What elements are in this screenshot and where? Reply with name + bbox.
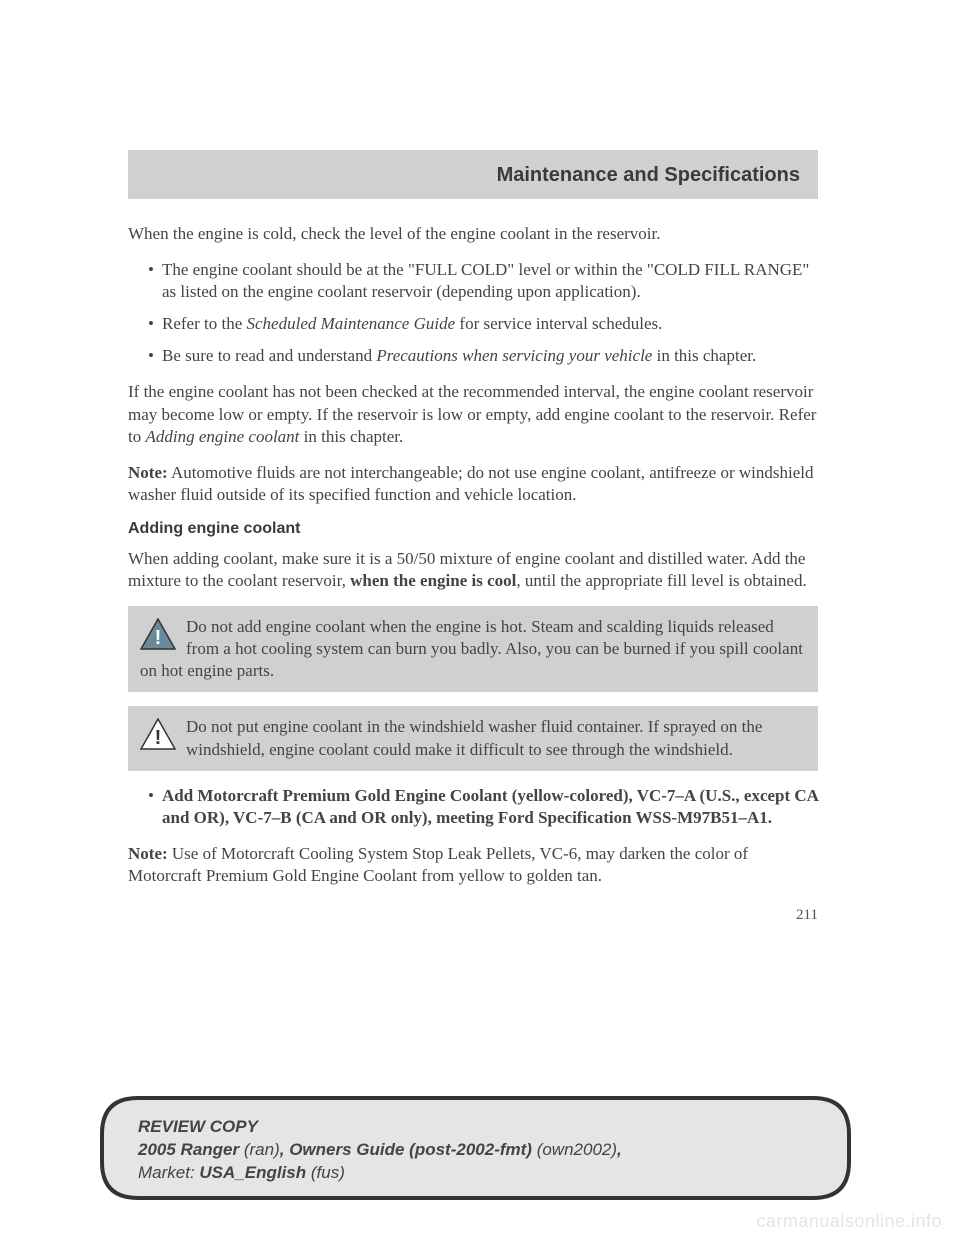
- svg-text:!: !: [155, 627, 162, 649]
- footer-text: REVIEW COPY 2005 Ranger (ran), Owners Gu…: [138, 1116, 622, 1185]
- section-header: Maintenance and Specifications: [128, 150, 818, 199]
- bullet-text: in this chapter.: [652, 346, 756, 365]
- footer-market: USA_English: [199, 1163, 310, 1182]
- para-text: , until the appropriate fill level is ob…: [516, 571, 806, 590]
- list-item: The engine coolant should be at the "FUL…: [148, 259, 818, 303]
- warning-text: Do not put engine coolant in the windshi…: [186, 717, 762, 758]
- svg-text:!: !: [155, 727, 162, 749]
- bullet-bold: Add Motorcraft Premium Gold Engine Coola…: [162, 786, 818, 827]
- footer-guide: Owners Guide (post-2002-fmt): [289, 1140, 536, 1159]
- para-bold: when the engine is cool: [350, 571, 516, 590]
- body-paragraph: When adding coolant, make sure it is a 5…: [128, 548, 818, 592]
- footer-sep: ,: [617, 1140, 622, 1159]
- warning-box: ! Do not add engine coolant when the eng…: [128, 606, 818, 692]
- note-text: Use of Motorcraft Cooling System Stop Le…: [128, 844, 748, 885]
- bullet-italic: Precautions when servicing your vehicle: [376, 346, 652, 365]
- para-text: in this chapter.: [299, 427, 403, 446]
- section-title: Maintenance and Specifications: [497, 164, 800, 186]
- footer-vehicle: 2005 Ranger: [138, 1140, 244, 1159]
- bullet-text: The engine coolant should be at the "FUL…: [162, 260, 809, 301]
- note-label: Note:: [128, 844, 168, 863]
- bullet-list-2: Add Motorcraft Premium Gold Engine Coola…: [128, 785, 818, 829]
- footer-box: REVIEW COPY 2005 Ranger (ran), Owners Gu…: [98, 1094, 853, 1202]
- bullet-italic: Scheduled Maintenance Guide: [247, 314, 456, 333]
- list-item: Be sure to read and understand Precautio…: [148, 345, 818, 367]
- body-paragraph: If the engine coolant has not been check…: [128, 381, 818, 447]
- page-content: Maintenance and Specifications When the …: [128, 150, 818, 924]
- bullet-text: Be sure to read and understand: [162, 346, 376, 365]
- bullet-text: Refer to the: [162, 314, 247, 333]
- footer-code: (own2002): [537, 1140, 617, 1159]
- bullet-list-1: The engine coolant should be at the "FUL…: [128, 259, 818, 367]
- footer-line1: REVIEW COPY: [138, 1117, 258, 1136]
- para-italic: Adding engine coolant: [145, 427, 299, 446]
- warning-box: ! Do not put engine coolant in the winds…: [128, 706, 818, 770]
- footer-sep: ,: [280, 1140, 289, 1159]
- footer-code: (fus): [311, 1163, 345, 1182]
- note-paragraph: Note: Use of Motorcraft Cooling System S…: [128, 843, 818, 887]
- note-label: Note:: [128, 463, 168, 482]
- bullet-text: for service interval schedules.: [455, 314, 662, 333]
- watermark: carmanualsonline.info: [756, 1211, 942, 1232]
- subheading: Adding engine coolant: [128, 520, 818, 538]
- page-number: 211: [128, 907, 818, 924]
- warning-text: Do not add engine coolant when the engin…: [140, 617, 803, 680]
- list-item: Add Motorcraft Premium Gold Engine Coola…: [148, 785, 818, 829]
- warning-icon: !: [140, 718, 176, 750]
- footer-market-label: Market:: [138, 1163, 199, 1182]
- list-item: Refer to the Scheduled Maintenance Guide…: [148, 313, 818, 335]
- note-paragraph: Note: Automotive fluids are not intercha…: [128, 462, 818, 506]
- note-text: Automotive fluids are not interchangeabl…: [128, 463, 813, 504]
- warning-icon: !: [140, 618, 176, 650]
- intro-paragraph: When the engine is cold, check the level…: [128, 223, 818, 245]
- footer-code: (ran): [244, 1140, 280, 1159]
